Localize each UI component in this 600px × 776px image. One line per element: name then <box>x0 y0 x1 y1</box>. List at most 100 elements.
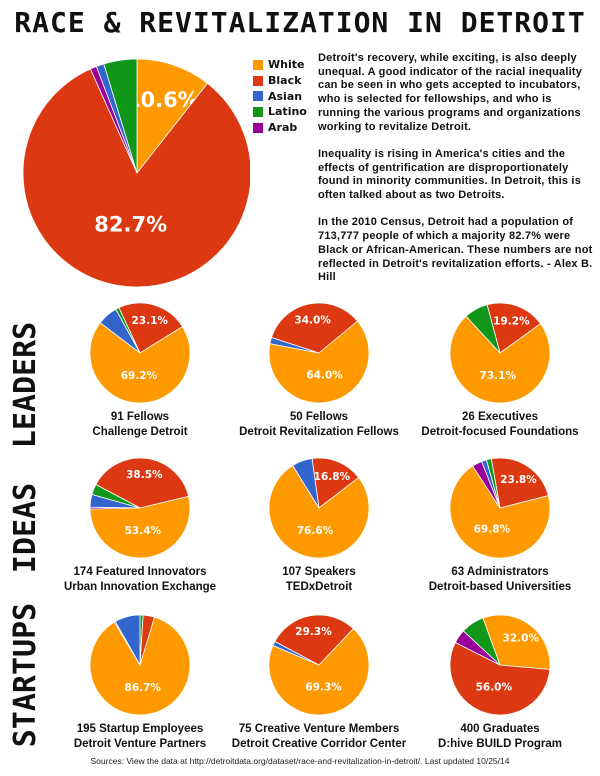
pie-caption-count: 50 Fellows <box>289 411 349 423</box>
pie-caption-org: Detroit Creative Corridor Center <box>231 738 407 750</box>
pie-caption-count: 63 Administrators <box>451 566 549 578</box>
pie-slice-asian <box>292 458 320 509</box>
pie-data-label: 64.0% <box>306 369 343 381</box>
pie-slice-black <box>118 302 184 354</box>
pie-caption-org: TEDxDetroit <box>285 581 353 593</box>
pie-slice-black <box>95 457 190 509</box>
pie-slice-white <box>268 464 370 559</box>
swatch-white <box>253 59 263 70</box>
pie-chart-urban-innovation-exchange: 38.5% 53.4% <box>89 457 191 559</box>
pie-data-label: 69.3% <box>305 682 342 694</box>
pie-slice-black <box>270 302 359 354</box>
swatch-latino <box>253 106 263 117</box>
swatch-arab <box>253 122 263 133</box>
sources-note: Sources: View the data at http://detroit… <box>90 756 510 766</box>
intro-text: Detroit's recovery, while exciting, is a… <box>318 52 596 299</box>
legend: White Black Asian Latino Arab <box>253 57 307 135</box>
legend-label: Latino <box>268 105 307 119</box>
pie-data-label: 23.8% <box>500 474 537 486</box>
section-label-ideas: IDEAS <box>7 482 43 574</box>
pie-slice-black <box>449 641 551 716</box>
pie-slice-white <box>268 628 370 716</box>
pie-slice-asian <box>269 337 320 354</box>
main-pie-chart: 10.6% 82.7% <box>22 58 250 288</box>
pie-data-label: 69.2% <box>121 370 158 382</box>
pie-slice-black <box>274 614 354 666</box>
pie-slice-latino <box>91 483 141 509</box>
pie-slice-asian <box>272 640 320 666</box>
pie-chart-detroit-focused-foundations: 19.2% 73.1% <box>449 302 551 404</box>
section-label-leaders: LEADERS <box>7 321 43 449</box>
pie-chart-detroit-venture-partners: 86.7% <box>89 614 191 716</box>
pie-data-label: 29.3% <box>295 626 332 638</box>
swatch-black <box>253 75 263 86</box>
pie-caption-count: 75 Creative Venture Members <box>238 723 400 735</box>
legend-item-asian: Asian <box>253 88 307 104</box>
pie-chart-tedxdetroit: 16.8% 76.6% <box>268 457 370 559</box>
legend-label: Asian <box>268 89 303 103</box>
pie-caption-count: 91 Fellows <box>110 411 170 423</box>
pie-caption-org: D:hive BUILD Program <box>438 738 562 750</box>
pie-data-label: 16.8% <box>314 471 351 483</box>
pie-caption-count: 174 Featured Innovators <box>73 566 207 578</box>
pie-caption-org: Detroit Venture Partners <box>73 738 207 750</box>
pie-data-label: 19.2% <box>493 316 530 328</box>
pie-chart-detroit-revitalization-fellows: 34.0% 64.0% <box>268 302 370 404</box>
pie-caption-org: Detroit-focused Foundations <box>421 426 579 438</box>
paragraph: Detroit's recovery, while exciting, is a… <box>318 52 583 133</box>
pie-slice-white <box>449 315 551 404</box>
pie-caption-count: 195 Startup Employees <box>76 723 204 735</box>
pie-data-label: 69.8% <box>474 524 511 536</box>
pie-slice-white <box>89 495 191 559</box>
pie-data-label: 38.5% <box>126 469 163 481</box>
pie-data-label: 56.0% <box>476 681 513 693</box>
pie-slice-black <box>311 457 360 509</box>
pie-slice-black <box>486 302 542 354</box>
pie-slice-asian <box>114 614 141 667</box>
pie-chart-challenge-detroit: 23.1% 69.2% <box>89 302 191 404</box>
legend-item-arab: Arab <box>253 120 307 136</box>
legend-label: Arab <box>268 121 298 135</box>
pie-chart-d-hive-build-program: 32.0% 56.0% <box>449 614 551 716</box>
pie-slice-white <box>449 465 551 559</box>
page-title: RACE & REVITALIZATION IN DETROIT <box>14 6 586 39</box>
pie-caption-count: 107 Speakers <box>282 566 356 578</box>
pie-data-label: 86.7% <box>125 682 162 694</box>
pie-caption-count: 400 Graduates <box>460 723 540 735</box>
paragraph: In the 2010 Census, Detroit had a popula… <box>318 216 593 284</box>
pie-caption-org: Detroit Revitalization Fellows <box>239 426 399 438</box>
pie-slice-latino <box>103 58 138 174</box>
pie-data-label: 23.1% <box>131 315 168 327</box>
swatch-asian <box>253 91 263 102</box>
pie-slice-white <box>136 58 208 175</box>
pie-data-label: 34.0% <box>294 314 331 326</box>
pie-slice-white <box>482 614 551 670</box>
pie-slice-white <box>89 616 191 716</box>
legend-label: White <box>268 58 305 72</box>
legend-item-latino: Latino <box>253 104 307 120</box>
legend-item-black: Black <box>253 73 307 89</box>
pie-slice-black <box>490 457 549 509</box>
section-label-startups: STARTUPS <box>7 602 43 748</box>
pie-caption-org: Challenge Detroit <box>92 426 188 438</box>
pie-caption-org: Detroit-based Universities <box>428 581 572 593</box>
paragraph: Inequality is rising in America's cities… <box>318 147 582 202</box>
pie-slice-black <box>22 68 250 288</box>
legend-item-white: White <box>253 57 307 73</box>
pie-data-label: 73.1% <box>480 370 517 382</box>
pie-slice-latino <box>462 617 501 666</box>
pie-slice-latino <box>465 304 501 354</box>
pie-data-label: 76.6% <box>297 525 334 537</box>
legend-label: Black <box>268 74 302 88</box>
pie-caption-count: 26 Executives <box>461 411 539 423</box>
pie-chart-detroit-creative-corridor-center: 29.3% 69.3% <box>268 614 370 716</box>
pie-data-label: 10.6% <box>126 88 199 112</box>
pie-slice-latino <box>485 458 501 509</box>
pie-data-label: 82.7% <box>94 212 167 236</box>
pie-chart-detroit-based-universities: 23.8% 69.8% <box>449 457 551 559</box>
pie-slice-latino <box>115 307 141 354</box>
pie-caption-org: Urban Innovation Exchange <box>63 581 217 593</box>
pie-data-label: 53.4% <box>125 525 162 537</box>
pie-slice-white <box>268 320 370 404</box>
pie-slice-white <box>89 322 191 404</box>
